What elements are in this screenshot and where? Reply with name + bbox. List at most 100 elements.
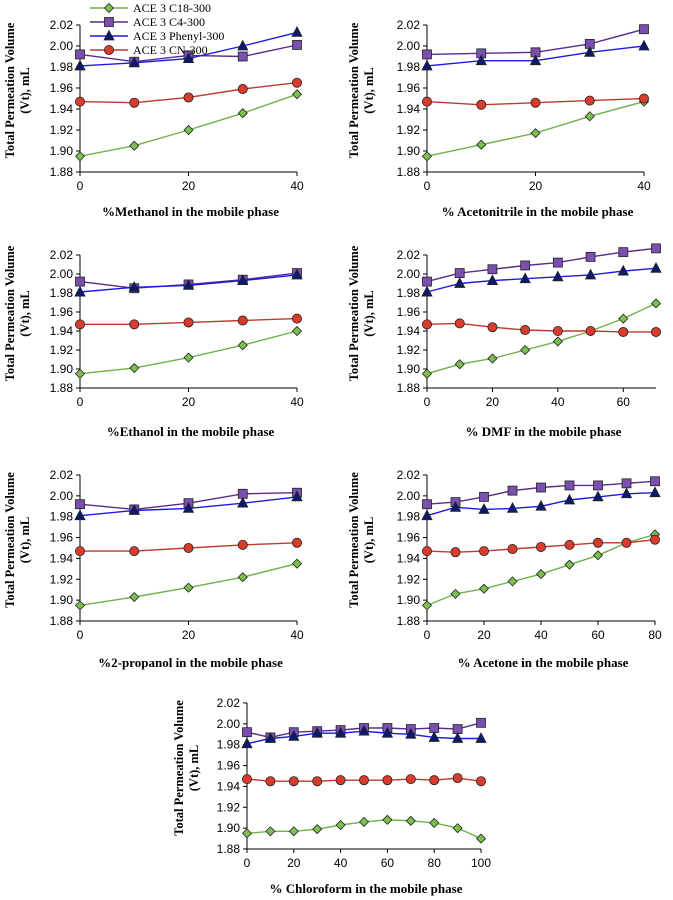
x-tick-label: 60 — [591, 628, 605, 642]
series-line — [426, 322, 656, 333]
data-point-circle — [75, 319, 86, 330]
data-point-circle — [621, 537, 632, 548]
y-tick-label: 2.02 — [397, 248, 421, 262]
y-tick-label: 1.88 — [50, 381, 74, 395]
y-tick-label: 1.90 — [50, 362, 74, 376]
data-point-triangle — [478, 503, 490, 514]
data-point-circle — [450, 547, 461, 558]
legend-entry: ACE 3 C18-300 — [133, 1, 211, 15]
data-point-triangle — [381, 726, 394, 738]
x-axis-label: %Ethanol in the mobile phase — [107, 424, 275, 439]
x-axis-label: %Methanol in the mobile phase — [102, 204, 279, 219]
series-line — [79, 330, 298, 375]
x-tick-label: 20 — [529, 179, 543, 193]
y-tick-label: 1.92 — [397, 572, 421, 586]
series-triangle — [421, 486, 661, 521]
y-tick-label: 1.94 — [397, 551, 421, 565]
data-point-triangle — [74, 59, 86, 71]
data-point-diamond — [288, 826, 299, 837]
y-axis-label: Total Permeation Volume(Vt), mL — [3, 245, 32, 381]
y-tick-label: 1.98 — [397, 510, 421, 524]
data-point-diamond — [618, 313, 629, 324]
data-point-diamond — [552, 336, 563, 347]
data-point-square — [639, 24, 649, 35]
data-point-diamond — [335, 819, 346, 831]
y-tick-label: 2.00 — [397, 489, 421, 503]
y-axis-label-line: (Vt), mL — [18, 290, 32, 337]
data-point-triangle — [617, 264, 629, 276]
data-point-square — [422, 499, 432, 510]
y-axis-label-line: Total Permeation Volume — [347, 245, 361, 381]
chart-panel-3: 1.88 1.90 1.92 1.94 1.96 1.98 2.00 2.02 0 20 40 %Et… — [3, 245, 304, 439]
x-tick-label: 100 — [471, 856, 491, 870]
x-tick-label: 0 — [77, 395, 84, 409]
data-point-diamond — [74, 368, 86, 379]
data-point-circle — [452, 773, 463, 784]
series-circle — [75, 77, 302, 108]
data-point-triangle — [291, 490, 303, 502]
data-point-triangle — [291, 25, 303, 37]
series-diamond — [74, 325, 303, 379]
data-point-diamond — [454, 359, 465, 370]
x-tick-label: 20 — [486, 395, 500, 409]
data-point-circle — [429, 775, 440, 786]
x-tick-label: 40 — [290, 179, 304, 193]
x-tick-label: 20 — [287, 856, 301, 870]
data-point-triangle — [449, 500, 462, 512]
data-point-triangle — [649, 486, 661, 498]
data-point-square — [593, 480, 603, 491]
data-point-square — [507, 485, 518, 496]
x-tick-label: 40 — [551, 395, 565, 409]
y-tick-label: 1.98 — [50, 510, 74, 524]
data-point-circle — [585, 325, 596, 336]
series-circle — [421, 93, 650, 110]
data-point-diamond — [291, 89, 303, 100]
x-axis-label: % Acetonitrile in the mobile phase — [442, 204, 634, 219]
data-point-triangle — [620, 487, 633, 499]
data-point-diamond — [405, 815, 416, 826]
data-point-square — [564, 480, 575, 491]
y-axis-label: Total Permeation Volume(Vt), mL — [3, 22, 32, 158]
y-tick-label: 1.88 — [397, 165, 421, 179]
data-point-diamond — [265, 826, 276, 837]
data-point-diamond — [103, 2, 115, 14]
series-diamond — [74, 89, 303, 162]
series-triangle — [74, 25, 303, 71]
data-point-diamond — [507, 576, 518, 587]
data-point-diamond — [475, 833, 487, 844]
data-point-diamond — [535, 569, 547, 580]
y-tick-label: 1.92 — [217, 800, 241, 814]
data-point-circle — [75, 546, 86, 557]
data-point-triangle — [506, 502, 519, 513]
data-point-square — [479, 491, 489, 502]
y-axis-label-line: (Vt), mL — [362, 517, 376, 564]
data-point-circle — [421, 319, 432, 330]
data-point-circle — [639, 93, 650, 104]
y-tick-label: 1.90 — [397, 593, 421, 607]
data-point-circle — [487, 322, 498, 333]
data-point-diamond — [450, 588, 461, 599]
y-tick-label: 1.88 — [397, 614, 421, 628]
y-tick-label: 1.94 — [397, 102, 421, 116]
x-tick-label: 60 — [381, 856, 395, 870]
y-tick-label: 1.92 — [50, 343, 74, 357]
y-tick-label: 2.00 — [50, 489, 74, 503]
series-circle — [75, 537, 302, 557]
x-tick-label: 40 — [334, 856, 348, 870]
y-tick-label: 1.94 — [50, 551, 74, 565]
y-tick-label: 1.96 — [50, 531, 74, 545]
legend-entry: ACE 3 Phenyl-300 — [133, 29, 224, 43]
data-point-triangle — [103, 29, 115, 41]
data-point-diamond — [183, 582, 194, 593]
y-tick-label: 1.90 — [397, 144, 421, 158]
chart-panel-6: 1.88 1.90 1.92 1.94 1.96 1.98 2.00 2.02 0 20 40 60 8… — [347, 468, 662, 670]
data-point-circle — [475, 776, 486, 787]
data-point-triangle — [358, 724, 370, 736]
y-tick-label: 1.94 — [50, 324, 74, 338]
y-tick-label: 1.90 — [217, 821, 241, 835]
data-point-square — [292, 40, 302, 50]
y-tick-label: 2.02 — [217, 696, 241, 710]
y-tick-label: 1.94 — [217, 779, 241, 793]
y-tick-label: 1.88 — [397, 381, 421, 395]
